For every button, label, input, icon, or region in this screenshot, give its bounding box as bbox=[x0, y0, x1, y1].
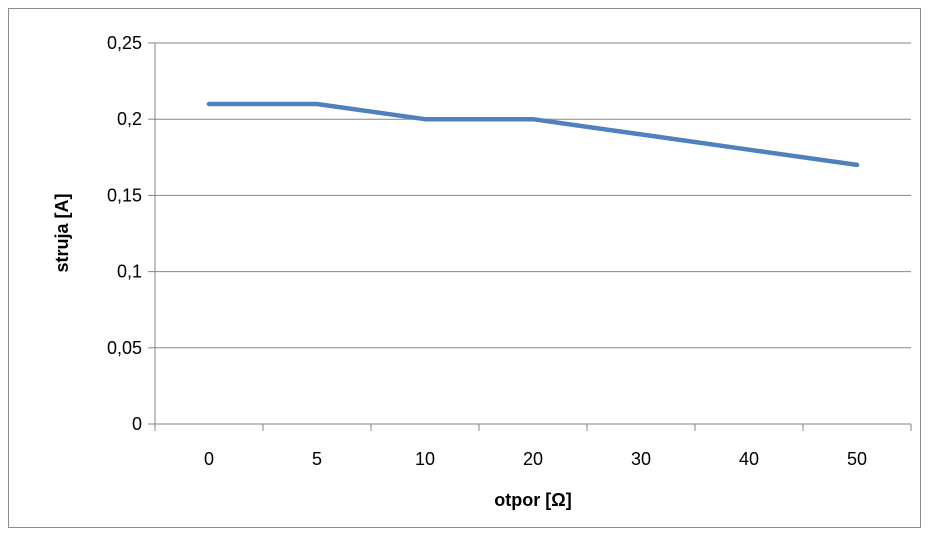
y-tick-label: 0 bbox=[132, 414, 142, 434]
x-tick-label: 30 bbox=[631, 449, 651, 469]
y-tick-label: 0,05 bbox=[107, 338, 142, 358]
x-tick-label: 40 bbox=[739, 449, 759, 469]
x-tick-label: 10 bbox=[415, 449, 435, 469]
y-tick-label: 0,2 bbox=[117, 109, 142, 129]
chart-frame bbox=[8, 8, 921, 528]
y-tick-labels: 0 0,05 0,1 0,15 0,2 0,25 bbox=[107, 33, 142, 434]
x-tick-labels: 0 5 10 20 30 40 50 bbox=[204, 449, 867, 469]
grid-lines bbox=[155, 42, 911, 349]
x-tick-label: 20 bbox=[523, 449, 543, 469]
x-axis-title: otpor [Ω] bbox=[494, 490, 571, 510]
x-tick-label: 50 bbox=[847, 449, 867, 469]
axes bbox=[148, 42, 912, 431]
y-tick-label: 0,1 bbox=[117, 262, 142, 282]
y-axis-title: struja [A] bbox=[52, 193, 72, 272]
series-layer bbox=[206, 101, 860, 168]
y-tick-label: 0,25 bbox=[107, 33, 142, 53]
series-line bbox=[206, 101, 860, 168]
x-tick-label: 0 bbox=[204, 449, 214, 469]
y-tick-label: 0,15 bbox=[107, 185, 142, 205]
x-tick-label: 5 bbox=[312, 449, 322, 469]
